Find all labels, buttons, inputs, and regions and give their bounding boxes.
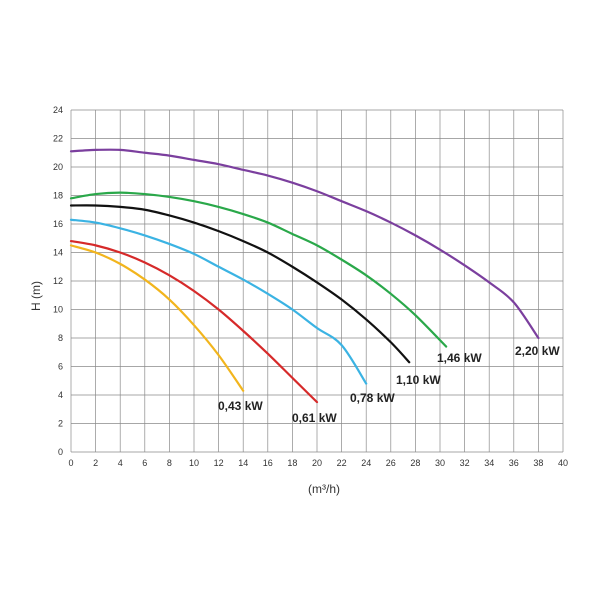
series-curve-3 bbox=[69, 204, 411, 364]
y-tick-label: 14 bbox=[53, 248, 63, 258]
x-tick-label: 10 bbox=[189, 458, 199, 468]
series-labels: 0,43 kW 0,61 kW 0,78 kW1,10 kW 1,46 kW 2,20 … bbox=[218, 344, 560, 425]
series-label-2: 0,78 kW bbox=[350, 391, 395, 405]
series-label-3: 1,10 kW bbox=[396, 373, 441, 387]
series-label-1: 0,61 kW bbox=[292, 411, 337, 425]
x-axis-label: (m³/h) bbox=[308, 482, 340, 496]
series-label-0: 0,43 kW bbox=[218, 399, 263, 413]
series-curve-1 bbox=[69, 240, 319, 404]
y-tick-label: 2 bbox=[58, 419, 63, 429]
series-curve-4 bbox=[69, 191, 448, 348]
series-label-4: 1,46 kW bbox=[437, 351, 482, 365]
x-tick-label: 14 bbox=[238, 458, 248, 468]
curves bbox=[69, 148, 540, 404]
y-tick-label: 20 bbox=[53, 162, 63, 172]
x-tick-label: 40 bbox=[558, 458, 568, 468]
x-tick-label: 0 bbox=[68, 458, 73, 468]
x-tick-label: 28 bbox=[410, 458, 420, 468]
series-curve-0 bbox=[69, 244, 245, 392]
x-tick-label: 20 bbox=[312, 458, 322, 468]
x-tick-label: 34 bbox=[484, 458, 494, 468]
x-tick-label: 36 bbox=[509, 458, 519, 468]
x-tick-label: 4 bbox=[118, 458, 123, 468]
y-tick-label: 0 bbox=[58, 447, 63, 457]
y-tick-label: 8 bbox=[58, 333, 63, 343]
grid bbox=[70, 109, 564, 453]
y-tick-label: 10 bbox=[53, 305, 63, 315]
y-tick-label: 24 bbox=[53, 105, 63, 115]
series-curve-5 bbox=[69, 148, 540, 340]
y-axis-label: H (m) bbox=[29, 281, 43, 311]
x-tick-label: 22 bbox=[337, 458, 347, 468]
series-label-5: 2,20 kW bbox=[515, 344, 560, 358]
x-tick-label: 26 bbox=[386, 458, 396, 468]
x-tick-label: 18 bbox=[287, 458, 297, 468]
x-tick-label: 8 bbox=[167, 458, 172, 468]
y-tick-label: 4 bbox=[58, 390, 63, 400]
y-tick-label: 18 bbox=[53, 191, 63, 201]
y-tick-label: 22 bbox=[53, 134, 63, 144]
x-tick-label: 16 bbox=[263, 458, 273, 468]
x-tick-label: 2 bbox=[93, 458, 98, 468]
y-tick-label: 6 bbox=[58, 362, 63, 372]
x-tick-label: 32 bbox=[460, 458, 470, 468]
y-tick-label: 16 bbox=[53, 219, 63, 229]
x-tick-label: 30 bbox=[435, 458, 445, 468]
x-tick-label: 6 bbox=[142, 458, 147, 468]
y-tick-label: 12 bbox=[53, 276, 63, 286]
tick-labels: 0 2 4 6 8 10 12 14 16 18 20 22 24 26 28 30 32 34 36 38 40024… bbox=[53, 105, 568, 468]
x-tick-label: 24 bbox=[361, 458, 371, 468]
series-curve-2 bbox=[69, 218, 368, 385]
x-tick-label: 38 bbox=[533, 458, 543, 468]
x-tick-label: 12 bbox=[214, 458, 224, 468]
